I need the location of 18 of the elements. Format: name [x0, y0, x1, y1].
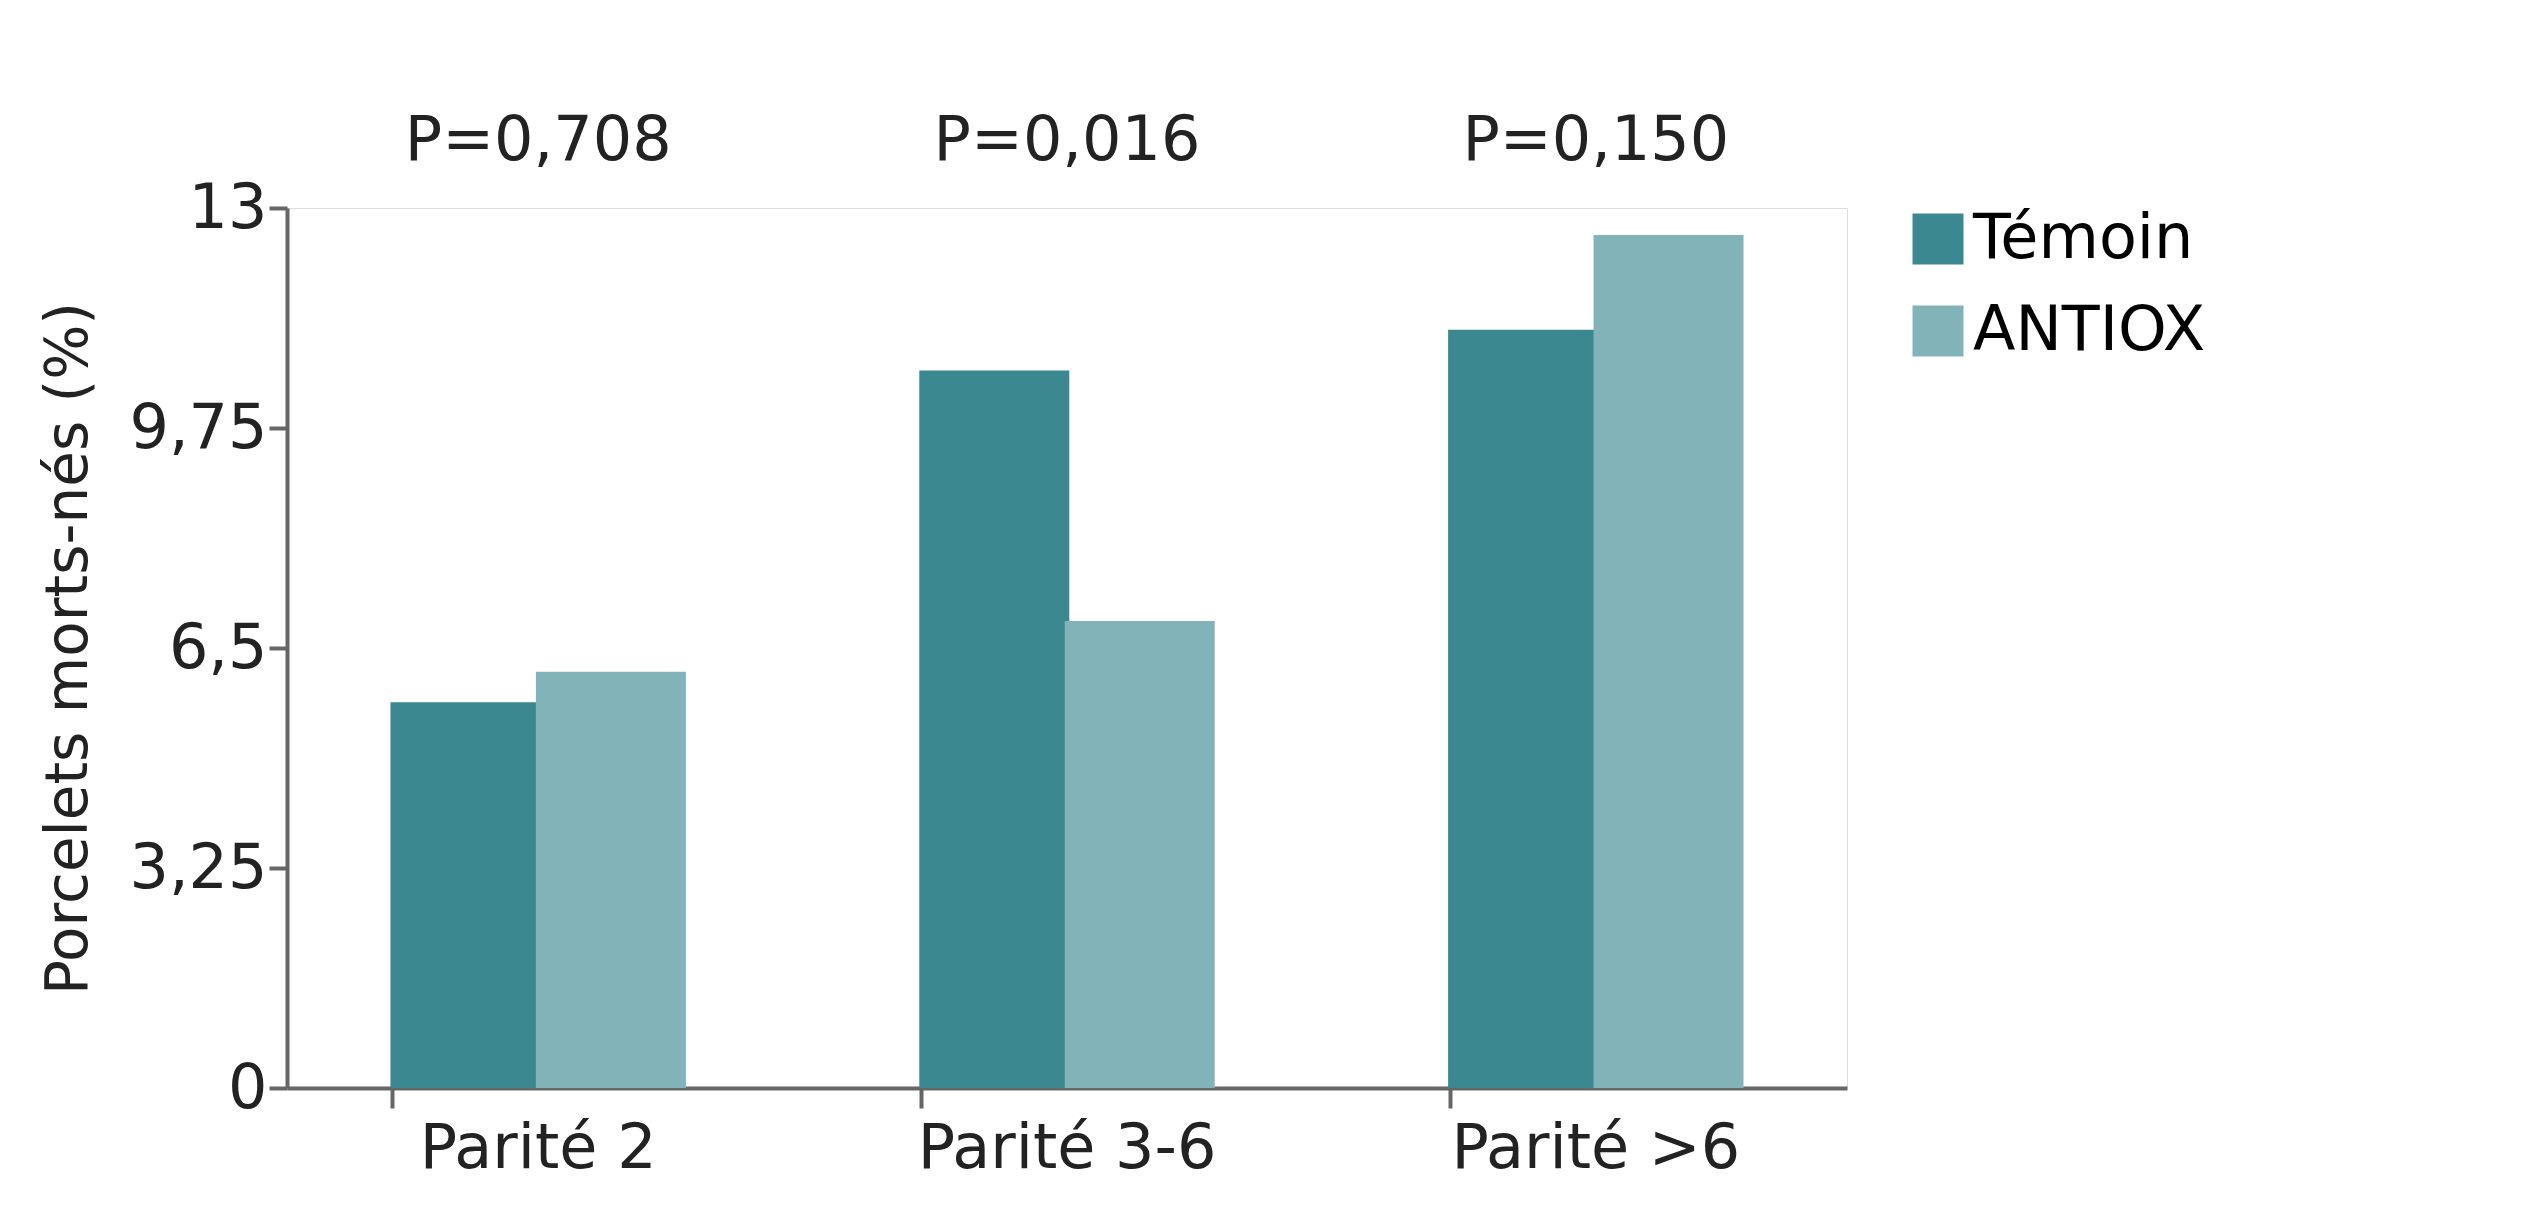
text: P=0,016 [933, 102, 1201, 175]
text: P=0,150 [1462, 102, 1730, 175]
y-tick-label: 3,25 [129, 829, 268, 903]
bar [1064, 620, 1215, 1088]
y-tick-label: 13 [188, 169, 268, 243]
x-tick-label: Parité 2 [419, 1109, 657, 1183]
bar [919, 370, 1070, 1088]
legend-label: Témoin [1972, 200, 2194, 273]
y-tick-label: 0 [228, 1049, 268, 1123]
text: P=0,708 [404, 102, 672, 175]
y-axis-title: Porcelets morts-nés (%) [33, 302, 102, 995]
bar [1593, 235, 1744, 1088]
x-tick-label: Parité 3-6 [917, 1109, 1217, 1183]
y-tick-label: 9,75 [129, 389, 268, 463]
y-tick-label: 6,5 [168, 609, 268, 683]
legend-label: ANTIOX [1973, 292, 2206, 365]
bar [535, 671, 686, 1088]
x-tick-label: Parité >6 [1451, 1109, 1741, 1183]
